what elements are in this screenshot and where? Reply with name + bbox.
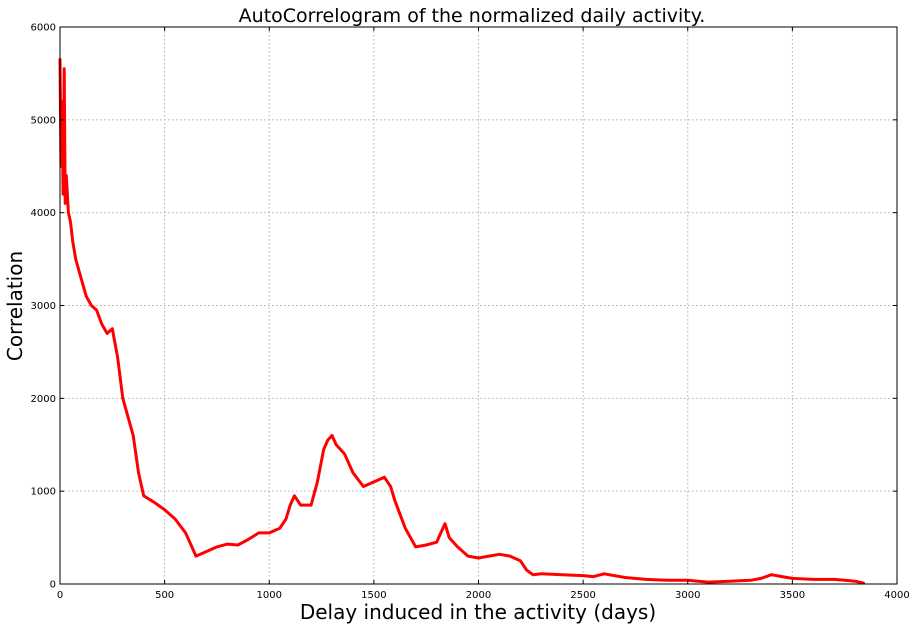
y-tick-label: 6000 <box>31 23 56 34</box>
x-tick-label: 0 <box>57 590 63 601</box>
x-tick-label: 3000 <box>675 590 700 601</box>
y-tick-label: 1000 <box>31 487 56 498</box>
y-tick-label: 5000 <box>31 115 56 126</box>
y-tick-label: 0 <box>50 580 56 591</box>
x-axis-label: Delay induced in the activity (days) <box>300 600 656 624</box>
chart-title: AutoCorrelogram of the normalized daily … <box>239 5 706 27</box>
x-tick-label: 2000 <box>466 590 491 601</box>
x-tick-label: 1500 <box>361 590 386 601</box>
grid-lines <box>60 27 897 584</box>
axis-ticks: 0 500 1000 1500 2000 2500 3000 3500 4000 0 1000 200… <box>31 23 910 602</box>
series-line <box>58 58 865 585</box>
x-tick-label: 4000 <box>884 590 909 601</box>
y-tick-label: 3000 <box>31 301 56 312</box>
series-layer <box>58 58 865 585</box>
y-axis-label: Correlation <box>3 251 27 361</box>
x-tick-label: 2500 <box>570 590 595 601</box>
y-tick-label: 2000 <box>31 394 56 405</box>
x-tick-label: 3500 <box>780 590 805 601</box>
x-tick-label: 1000 <box>257 590 282 601</box>
y-tick-label: 4000 <box>31 208 56 219</box>
x-tick-label: 500 <box>155 590 174 601</box>
